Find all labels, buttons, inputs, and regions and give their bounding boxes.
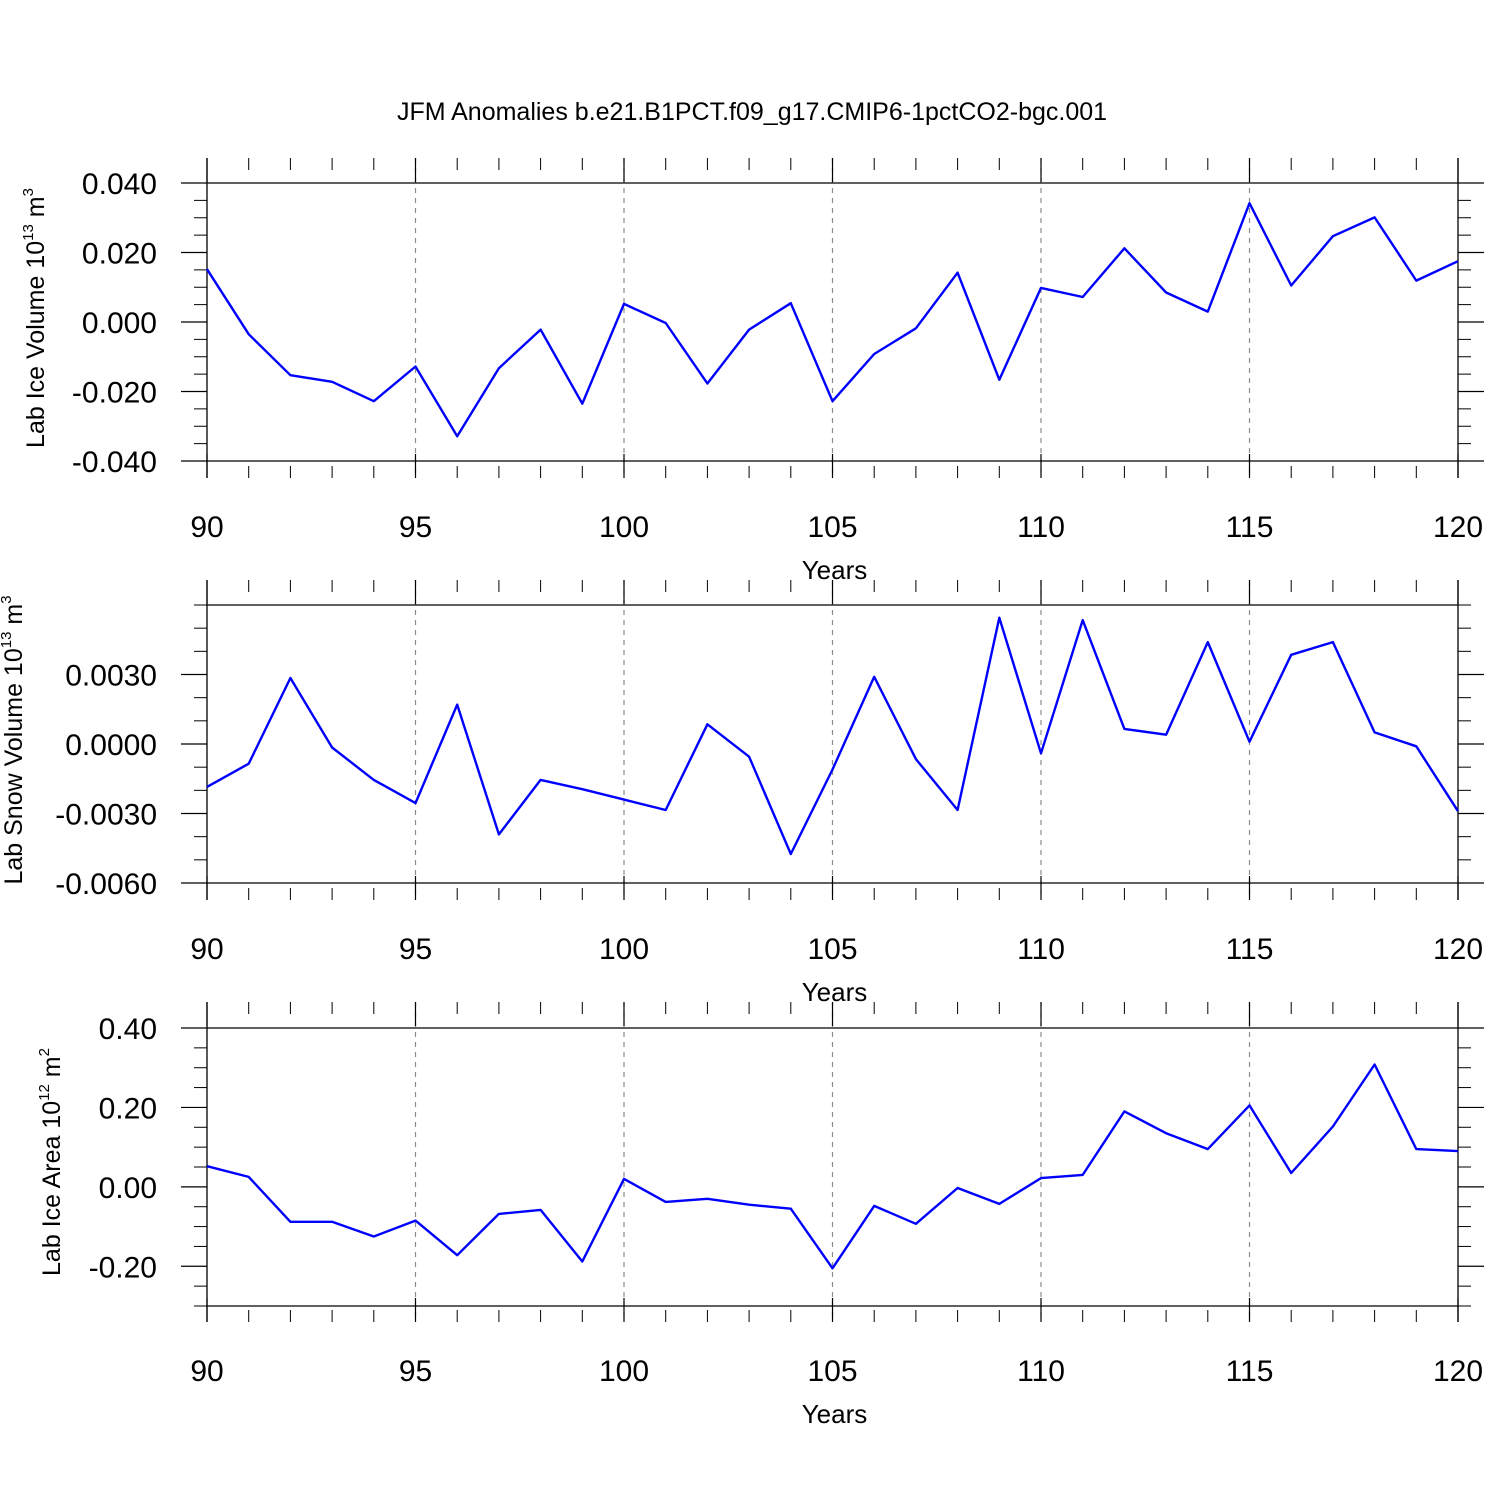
y-tick-label: -0.040 [72,446,157,479]
panel-1: -0.040 -0.020 0.000 0.020 0.040 90 95 100 105 110… [20,158,1484,585]
y-axis-label-superscript: 2 [36,1048,53,1056]
x-tick-label: 100 [599,511,649,544]
series-line [206,1063,1459,1270]
x-tick-label: 105 [807,1355,857,1388]
panel-2: -0.0060 -0.0030 0.0000 0.0030 90 95 100 105 110 1… [0,580,1484,1007]
y-tick-label: 0.000 [82,307,157,340]
y-tick-label: 0.40 [99,1013,157,1046]
y-axis-label-text: m [22,196,50,224]
y-tick-label: 0.20 [99,1092,157,1125]
y-axis-label-superscript: 13 [0,632,15,649]
panels: -0.040 -0.020 0.000 0.020 0.040 90 95 100 105 110… [0,158,1484,1429]
y-tick-label: -0.020 [72,377,157,410]
chart-title: JFM Anomalies b.e21.B1PCT.f09_g17.CMIP6-… [397,98,1107,126]
x-tick-label: 90 [190,1355,223,1388]
x-tick-label: 115 [1226,511,1274,544]
x-tick-label: 105 [807,511,857,544]
x-axis-label: Years [802,977,868,1007]
x-tick-label: 100 [599,1355,649,1388]
y-axis-label-superscript: 3 [0,595,15,603]
y-axis-label-text: Lab Ice Area 10 [38,1101,66,1276]
x-tick-label: 90 [190,933,223,966]
x-axis-label: Years [802,1399,868,1429]
panel-3: -0.20 0.00 0.20 0.40 90 95 100 105 110 115 120 Year… [36,1002,1484,1429]
x-tick-label: 120 [1433,1355,1483,1388]
y-tick-label: 0.040 [82,168,157,201]
y-axis-label: Lab Ice Volume 1013 m3 [20,188,50,448]
y-tick-label: 0.00 [99,1172,157,1205]
y-axis-label-text: Lab Snow Volume 10 [0,648,28,884]
series-line [206,616,1460,856]
x-tick-label: 120 [1433,933,1483,966]
x-tick-label: 115 [1226,1355,1274,1388]
x-tick-label: 90 [190,511,223,544]
y-axis-label-text: Lab Ice Volume 10 [22,241,50,448]
y-tick-label: 0.020 [82,238,157,271]
series-line [205,201,1459,438]
y-tick-label: -0.0030 [55,799,157,832]
x-tick-label: 105 [807,933,857,966]
y-axis-label-superscript: 13 [20,224,37,241]
y-tick-label: -0.20 [89,1251,157,1284]
y-tick-label: -0.0060 [55,868,157,901]
y-tick-label: 0.0000 [65,729,157,762]
x-tick-label: 110 [1017,933,1065,966]
x-tick-label: 100 [599,933,649,966]
y-axis-label: Lab Ice Area 1012 m2 [36,1048,66,1276]
x-tick-label: 95 [399,1355,432,1388]
x-tick-label: 95 [399,933,432,966]
y-axis-label-superscript: 12 [36,1084,53,1101]
y-tick-label: 0.0030 [65,660,157,693]
x-tick-label: 115 [1226,933,1274,966]
y-axis-label-text: m [38,1056,66,1084]
x-tick-label: 95 [399,511,432,544]
x-tick-label: 110 [1017,511,1065,544]
x-tick-label: 120 [1433,511,1483,544]
y-axis-label-text: m [0,604,28,632]
x-tick-label: 110 [1017,1355,1065,1388]
y-axis-label: Lab Snow Volume 1013 m3 [0,595,28,884]
y-axis-label-superscript: 3 [20,188,37,196]
x-axis-label: Years [802,555,868,585]
